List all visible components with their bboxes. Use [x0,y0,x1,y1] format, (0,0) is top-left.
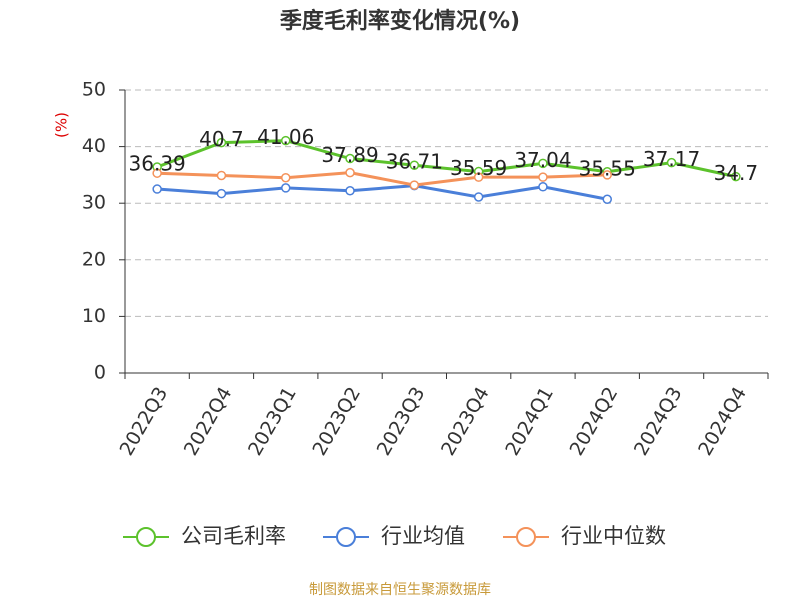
legend-label: 行业均值 [381,524,465,548]
data-label: 35.59 [450,156,507,180]
x-tick-label: 2024Q2 [566,383,623,459]
x-tick-label: 2023Q1 [244,383,301,459]
point [345,153,355,164]
y-tick-label: 40 [82,135,106,157]
point [473,172,484,182]
data-label: 34.7 [714,161,759,185]
source: 制图数据来自恒生聚源数据库 [309,582,491,598]
y-tick-label: 10 [82,305,106,327]
point [666,157,677,168]
point [538,172,548,182]
series-line [157,184,608,201]
legend-marker [516,527,536,547]
point [538,182,548,192]
data-label: 36.71 [386,150,443,174]
y-tick-label: 30 [82,192,106,214]
data-label: 35.55 [579,156,636,180]
point [345,185,355,196]
x-tick-label: 2024Q1 [501,383,558,459]
legend-label: 行业中位数 [561,524,666,548]
point [409,160,420,170]
y-tick-label: 20 [82,248,106,270]
point [281,172,291,183]
point [281,183,291,193]
data-label: 37.17 [643,147,700,171]
y-axis-label: (%) [53,112,71,138]
point [216,188,227,199]
point [152,184,162,194]
y-tick-label: 0 [94,362,106,384]
point [216,137,227,148]
x-tick-label: 2024Q4 [694,383,751,459]
x-tick-label: 2022Q4 [180,383,237,459]
x-tick-label: 2023Q4 [437,383,494,459]
x-tick-label: 2022Q3 [115,383,172,459]
data-label: 37.04 [514,148,571,172]
data-label: 37.89 [321,143,378,167]
point [538,158,548,169]
point [345,167,355,178]
point [409,180,420,190]
legend-label: 公司毛利率 [181,524,286,548]
point [602,170,612,180]
legend-marker [336,527,356,547]
data-label: 36.39 [129,152,186,176]
legend-marker [136,527,156,547]
point [602,194,612,204]
chart-title: 季度毛利率变化情况(%) [280,8,520,34]
x-tick-label: 2023Q3 [373,383,430,459]
point [152,168,162,178]
data-label: 40.7 [199,127,244,151]
point [731,171,741,182]
x-tick-label: 2023Q2 [308,383,365,459]
data-label: 41.06 [257,125,314,149]
series-line [157,171,608,187]
series-line [156,139,737,179]
point [473,192,484,202]
x-tick-label: 2024Q3 [630,383,687,459]
point [216,170,227,181]
point [281,135,291,146]
y-tick-label: 50 [82,79,106,101]
